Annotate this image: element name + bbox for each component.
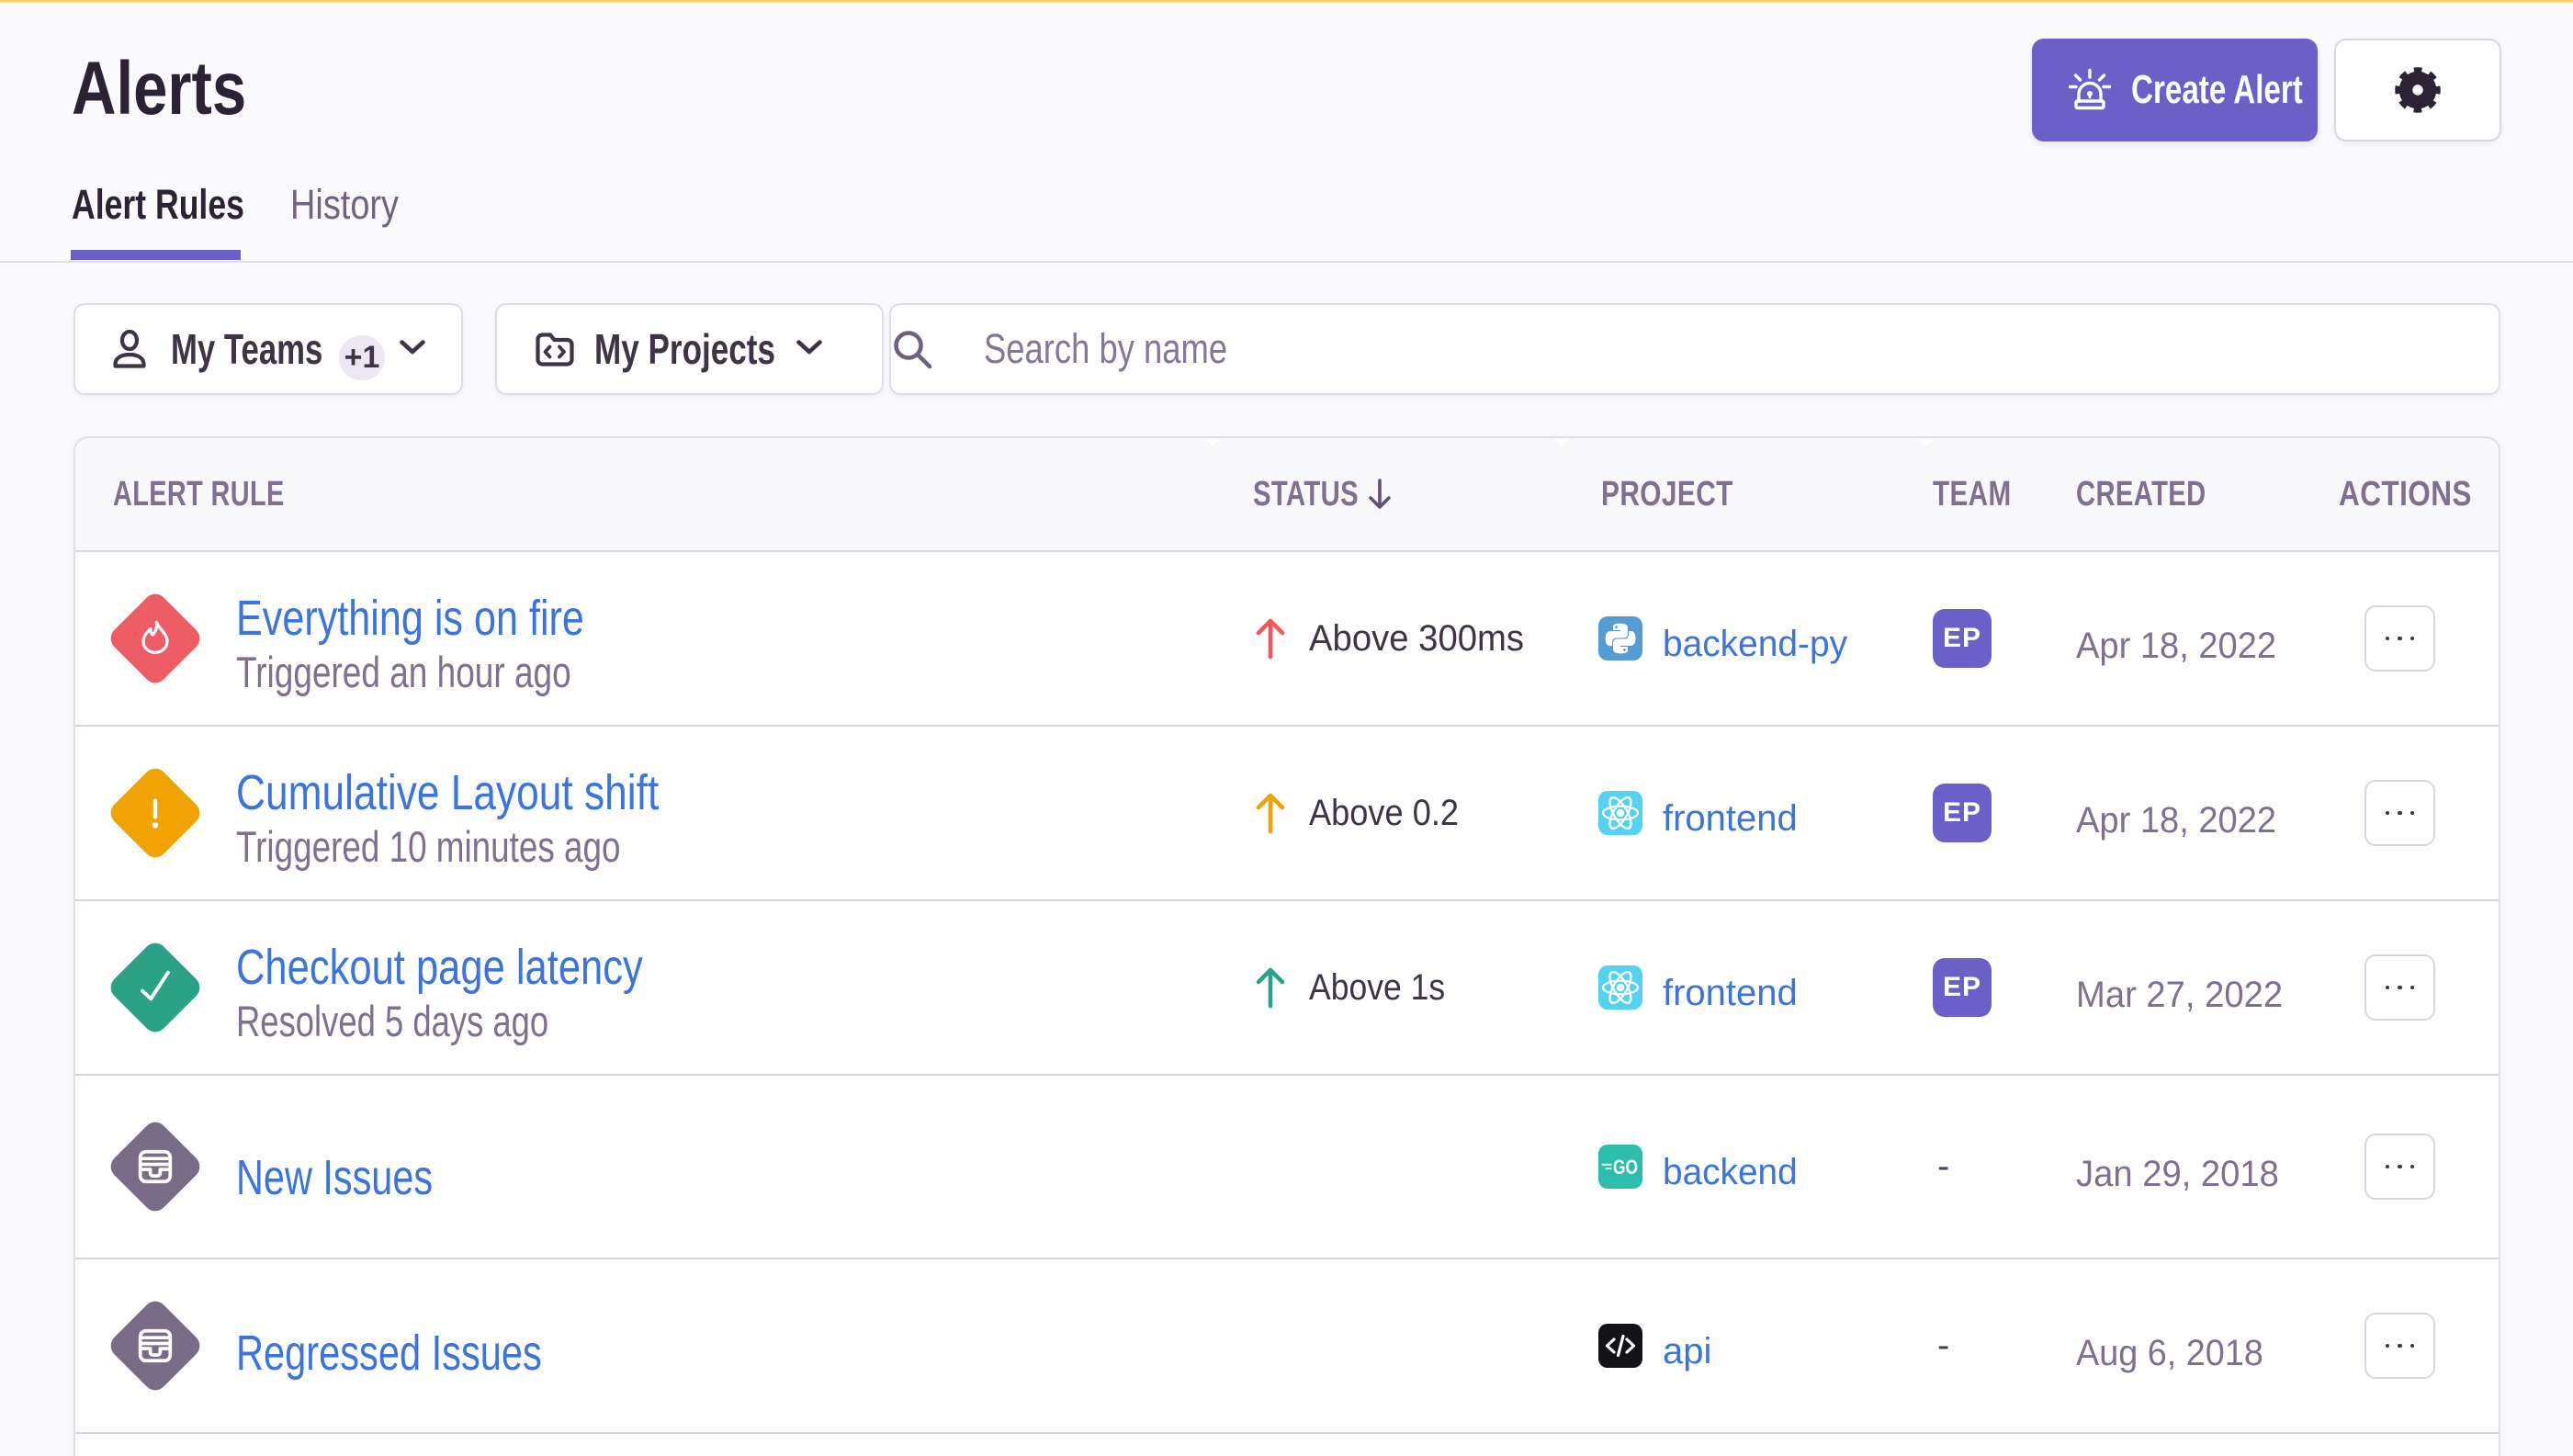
svg-text:GO: GO	[1613, 1156, 1638, 1179]
